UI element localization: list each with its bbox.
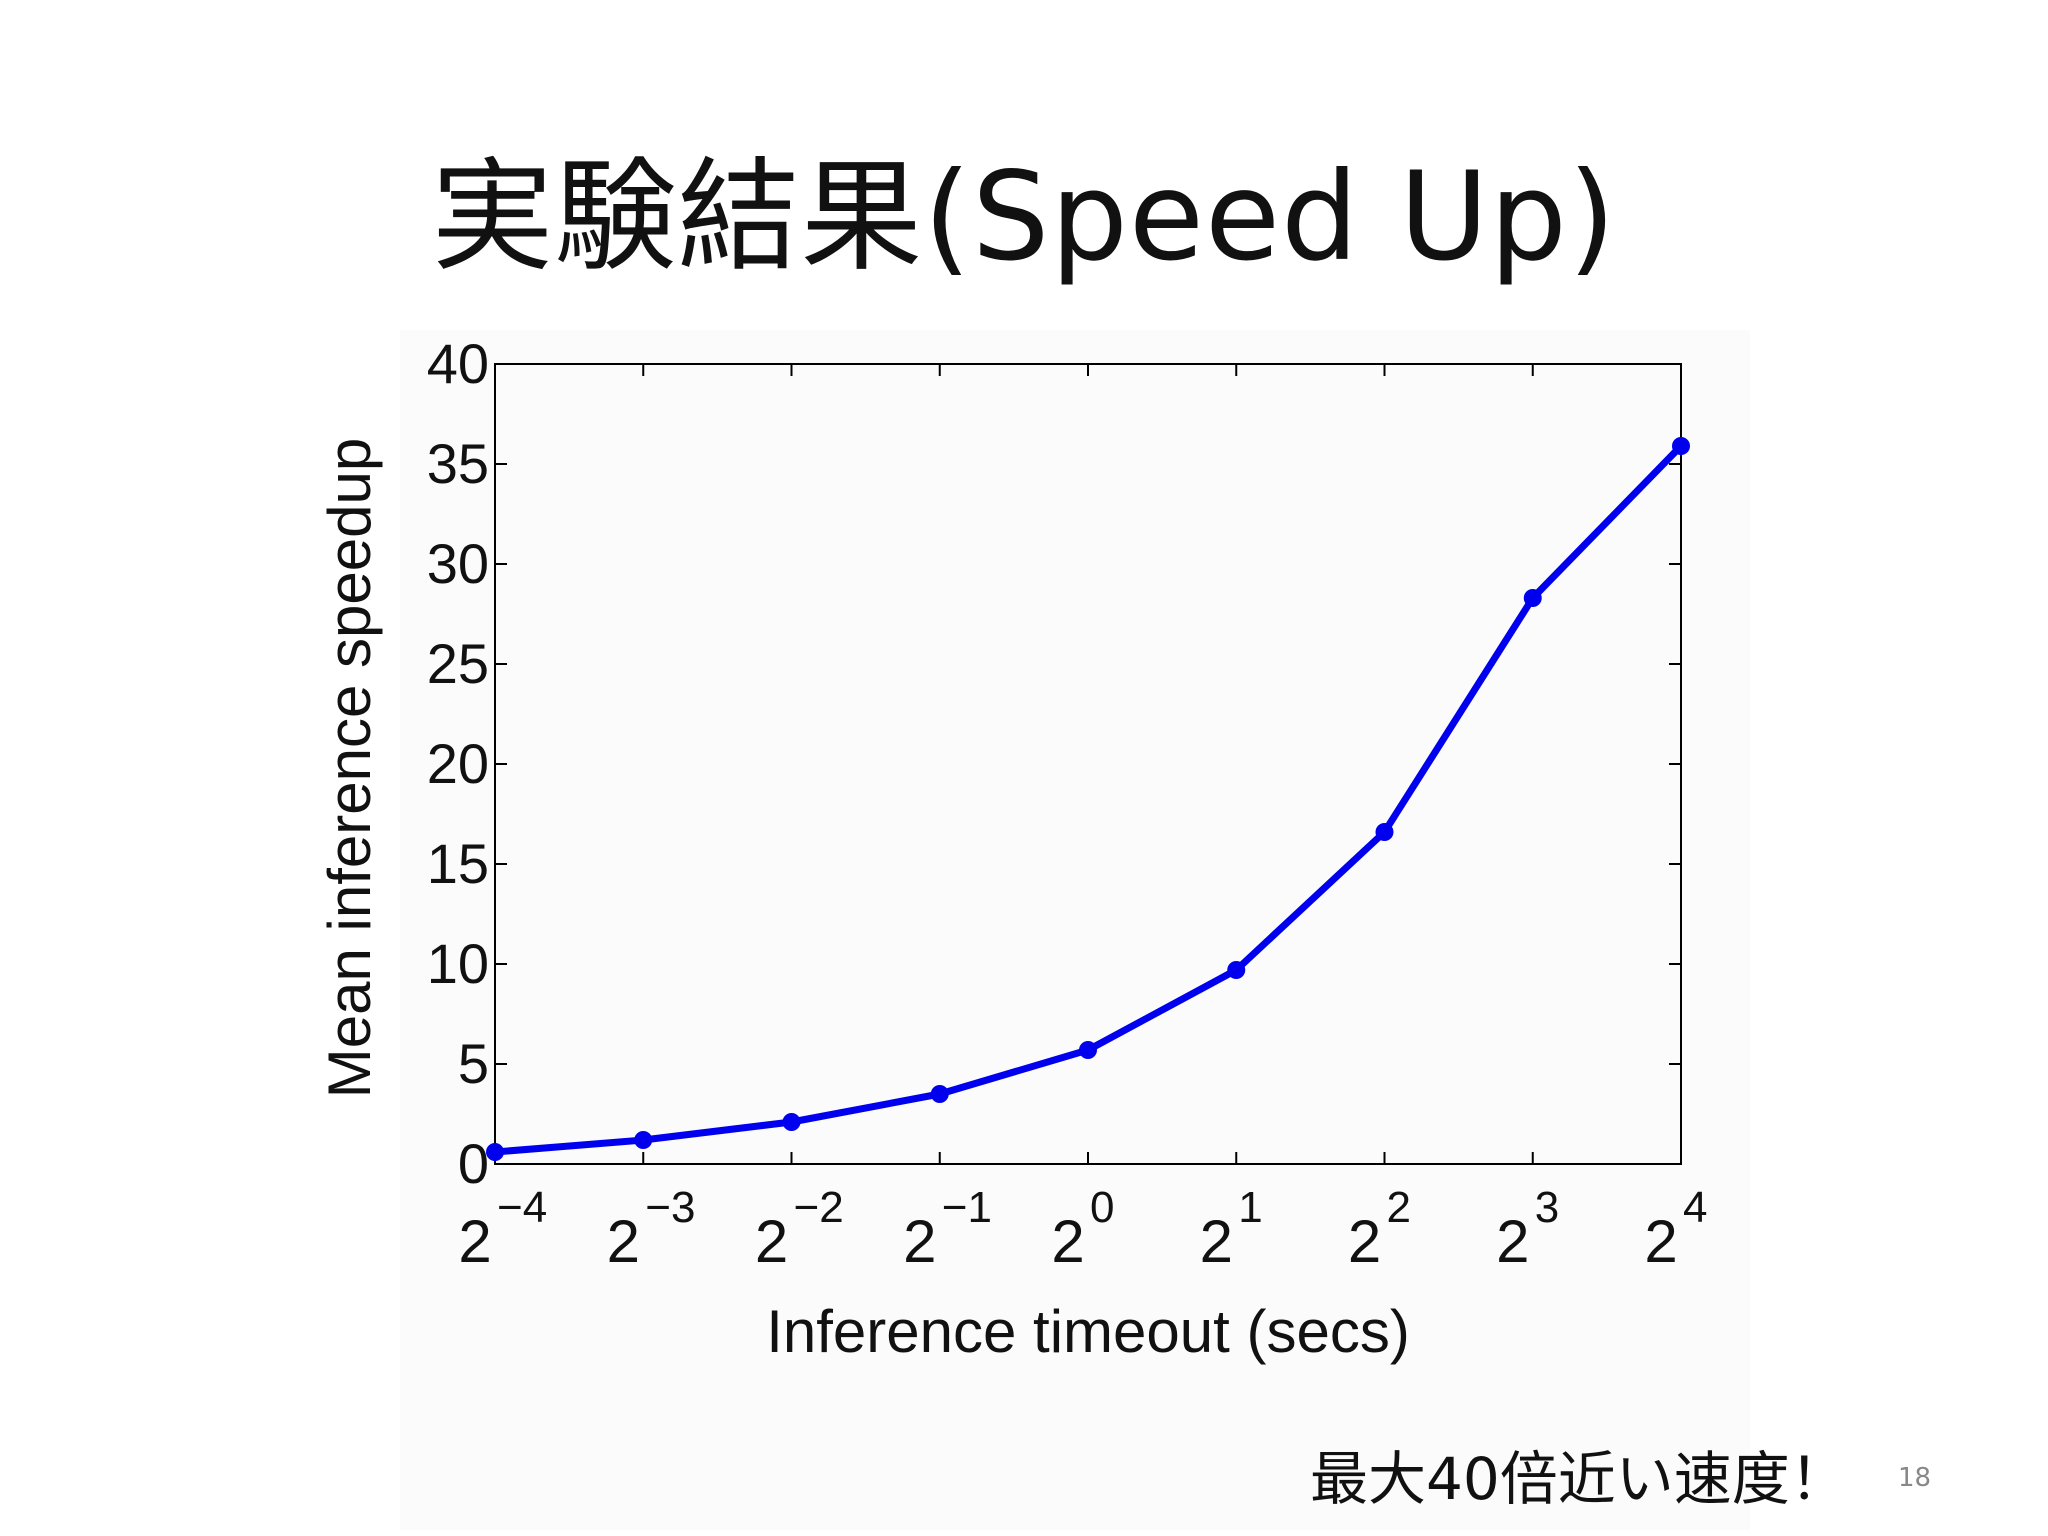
x-tick-exponent: −4 [497, 1183, 547, 1232]
data-point [930, 1085, 949, 1103]
data-point [1523, 589, 1542, 607]
page-number: 18 [1898, 1463, 1932, 1493]
x-tick-exponent: 3 [1535, 1183, 1559, 1232]
data-point [1227, 961, 1246, 979]
x-axis-label: Inference timeout (secs) [766, 1298, 1410, 1365]
summary-note: 最大40倍近い速度！ [1310, 1445, 1848, 1513]
data-point [634, 1131, 653, 1149]
x-tick-exponent: 4 [1683, 1183, 1707, 1232]
data-point [1672, 437, 1690, 455]
x-tick-label: 2 [1348, 1208, 1381, 1275]
y-tick-label: 40 [427, 332, 489, 395]
x-tick-exponent: 0 [1090, 1183, 1114, 1232]
data-point [486, 1143, 504, 1161]
x-tick-label: 2 [903, 1208, 936, 1275]
y-tick-label: 35 [427, 432, 489, 495]
y-tick-label: 20 [427, 732, 489, 795]
y-tick-label: 30 [427, 532, 489, 595]
x-tick-label: 2 [1644, 1208, 1677, 1275]
x-tick-label: 2 [1496, 1208, 1529, 1275]
x-tick-label: 2 [755, 1208, 788, 1275]
y-tick-label: 0 [458, 1132, 489, 1195]
x-tick-exponent: 2 [1387, 1183, 1411, 1232]
data-point [1375, 823, 1394, 841]
x-tick-exponent: −1 [942, 1183, 992, 1232]
y-tick-label: 5 [458, 1032, 489, 1095]
data-point [1079, 1041, 1097, 1059]
data-point [782, 1113, 801, 1131]
x-tick-exponent: 1 [1238, 1183, 1262, 1232]
y-tick-label: 25 [427, 632, 489, 695]
y-axis-label: Mean inference speedup [316, 438, 383, 1098]
page-title: 実験結果(Speed Up) [431, 146, 1617, 288]
figure-background [400, 330, 1750, 1530]
x-tick-exponent: −3 [645, 1183, 695, 1232]
y-tick-label: 15 [427, 832, 489, 895]
x-tick-label: 2 [458, 1208, 491, 1275]
x-tick-label: 2 [1200, 1208, 1233, 1275]
x-tick-exponent: −2 [794, 1183, 844, 1232]
x-tick-label: 2 [1051, 1208, 1084, 1275]
y-tick-label: 10 [427, 932, 489, 995]
x-tick-label: 2 [607, 1208, 640, 1275]
